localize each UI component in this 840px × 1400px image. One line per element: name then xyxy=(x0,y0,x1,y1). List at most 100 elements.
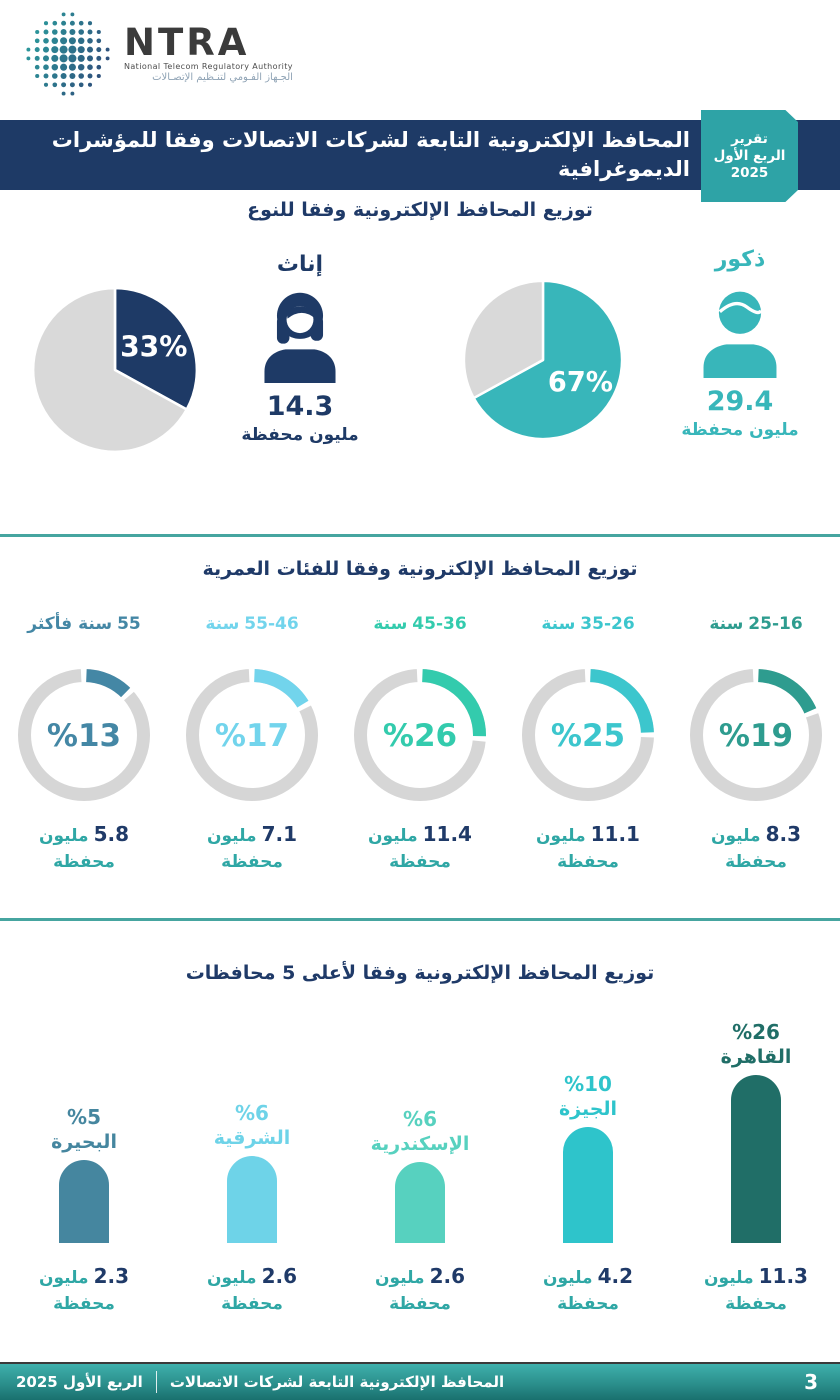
svg-text:%26: %26 xyxy=(383,718,457,754)
governorate-column: %10 الجيزة 4.2 مليون محفظة xyxy=(504,1008,672,1317)
governorate-name-label: الشرقية xyxy=(213,1127,291,1149)
svg-text:67%: 67% xyxy=(548,367,613,398)
male-label: ذكور xyxy=(714,247,766,272)
quarter-badge: تقرير الربع الأول 2025 xyxy=(701,110,798,202)
governorate-bar xyxy=(395,1162,446,1243)
value-block: 5.8 مليون محفظة xyxy=(39,822,129,875)
report-title-bar xyxy=(0,120,840,190)
female-pie-chart: 33% xyxy=(28,283,202,457)
governorate-column: %6 الشرقية 2.6 مليون محفظة xyxy=(168,1008,336,1317)
governorate-column: %6 الإسكندرية 2.6 مليون محفظة xyxy=(336,1008,504,1317)
male-value: 29.4 xyxy=(706,386,774,417)
governorate-bar xyxy=(563,1127,614,1243)
value-unit-wallet: محفظة xyxy=(53,1294,115,1314)
badge-line1: تقرير xyxy=(731,130,768,147)
value-block: 2.6 مليون محفظة xyxy=(207,1264,297,1317)
badge-line2: الربع الأول xyxy=(713,147,786,164)
value-number: 11.1 xyxy=(590,822,640,846)
section-title-gender: توزيع المحافظ الإلكترونية وفقا للنوع xyxy=(247,199,593,221)
footer-divider xyxy=(155,1371,157,1393)
value-unit-wallet: محفظة xyxy=(389,852,451,872)
value-block: 2.6 مليون محفظة xyxy=(375,1264,465,1317)
logo-tagline-ar: الجـهاز الڧـومي لتنـظيم الإتصـالات xyxy=(152,72,293,83)
footer-quarter: الربع الأول 2025 xyxy=(16,1373,143,1391)
logo-tagline-en: National Telecom Regulatory Authority xyxy=(124,62,293,71)
value-number: 11.3 xyxy=(758,1264,808,1288)
age-group-column: 55 سنة فأكثر %13 5.8 مليون محفظة xyxy=(0,614,168,875)
value-block: 4.2 مليون محفظة xyxy=(543,1264,633,1317)
value-unit-wallet: محفظة xyxy=(557,1294,619,1314)
governorate-pct-label: %10 xyxy=(564,1072,612,1096)
section-title-age: توزيع المحافظ الإلكترونية وفقا للفئات ال… xyxy=(202,558,638,580)
governorate-bar-row: %26 القاهرة 11.3 مليون محفظة %10 الجيزة 4.2 مليو… xyxy=(0,1008,840,1317)
value-block: 2.3 مليون محفظة xyxy=(39,1264,129,1317)
value-unit-wallet: محفظة xyxy=(221,852,283,872)
age-group-column: 55-46 سنة %17 7.1 مليون محفظة xyxy=(168,614,336,875)
value-unit-million: مليون xyxy=(711,826,761,846)
female-icon xyxy=(264,292,336,383)
age-group-label: 55-46 سنة xyxy=(205,614,299,634)
page-footer: الربع الأول 2025 المحافظ الإلكترونية الت… xyxy=(0,1362,840,1400)
governorate-pct-label: %6 xyxy=(235,1101,269,1125)
age-group-column: 25-16 سنة %19 8.3 مليون محفظة xyxy=(672,614,840,875)
male-unit: مليون محفظة xyxy=(681,420,799,440)
value-unit-million: مليون xyxy=(704,1268,754,1288)
ntra-logo: NTRA National Telecom Regulatory Authori… xyxy=(24,10,293,98)
value-unit-million: مليون xyxy=(543,1268,593,1288)
age-donut-chart: %26 xyxy=(353,668,487,802)
report-title: المحافظ الإلكترونية التابعة لشركات الاتص… xyxy=(10,120,690,190)
governorate-name-label: الجيزة xyxy=(558,1098,618,1120)
age-group-column: 35-26 سنة %25 11.1 مليون محفظة xyxy=(504,614,672,875)
section-divider-2 xyxy=(0,918,840,921)
value-number: 2.6 xyxy=(429,1264,466,1288)
svg-text:33%: 33% xyxy=(120,330,187,363)
footer-text-group: الربع الأول 2025 المحافظ الإلكترونية الت… xyxy=(16,1364,504,1400)
value-unit-wallet: محفظة xyxy=(725,1294,787,1314)
value-unit-million: مليون xyxy=(536,826,586,846)
svg-text:%13: %13 xyxy=(47,718,121,754)
value-number: 4.2 xyxy=(597,1264,634,1288)
governorate-pct-label: %26 xyxy=(732,1020,780,1044)
value-unit-million: مليون xyxy=(207,826,257,846)
age-donut-chart: %19 xyxy=(689,668,823,802)
male-icon xyxy=(703,291,777,378)
value-unit-million: مليون xyxy=(368,826,418,846)
governorate-column: %26 القاهرة 11.3 مليون محفظة xyxy=(672,1008,840,1317)
value-number: 7.1 xyxy=(261,822,298,846)
value-number: 2.3 xyxy=(93,1264,130,1288)
value-block: 7.1 مليون محفظة xyxy=(207,822,297,875)
footer-title: المحافظ الإلكترونية التابعة لشركات الاتص… xyxy=(169,1373,505,1391)
section-divider-1 xyxy=(0,534,840,537)
age-group-label: 45-36 سنة xyxy=(373,614,467,634)
value-unit-million: مليون xyxy=(39,826,89,846)
age-group-label: 35-26 سنة xyxy=(541,614,635,634)
value-unit-wallet: محفظة xyxy=(557,852,619,872)
value-unit-wallet: محفظة xyxy=(221,1294,283,1314)
governorate-pct-label: %6 xyxy=(403,1107,437,1131)
badge-line3: 2025 xyxy=(730,164,769,181)
value-block: 11.1 مليون محفظة xyxy=(536,822,640,875)
age-donut-chart: %25 xyxy=(521,668,655,802)
female-unit: مليون محفظة xyxy=(241,425,359,445)
male-pie-chart: 67% xyxy=(459,276,627,444)
governorate-bar xyxy=(227,1156,277,1243)
governorate-name-label: الإسكندرية xyxy=(370,1133,470,1155)
section-title-governorates: توزيع المحافظ الإلكترونية وفقا لأعلى 5 م… xyxy=(185,962,655,984)
female-value: 14.3 xyxy=(266,391,334,422)
value-unit-million: مليون xyxy=(207,1268,257,1288)
report-title-line1: المحافظ الإلكترونية التابعة لشركات الاتص… xyxy=(51,128,690,152)
value-unit-million: مليون xyxy=(39,1268,89,1288)
value-number: 5.8 xyxy=(93,822,130,846)
logo-brand: NTRA xyxy=(124,21,250,64)
value-number: 11.4 xyxy=(422,822,472,846)
value-block: 11.3 مليون محفظة xyxy=(704,1264,808,1317)
governorate-pct-label: %5 xyxy=(67,1105,101,1129)
footer-page-number: 3 xyxy=(804,1370,818,1394)
female-label: إناث xyxy=(276,252,324,277)
value-block: 8.3 مليون محفظة xyxy=(711,822,801,875)
age-group-column: 45-36 سنة %26 11.4 مليون محفظة xyxy=(336,614,504,875)
age-donut-chart: %13 xyxy=(17,668,151,802)
male-summary: ذكور 29.4 مليون محفظة xyxy=(665,247,815,440)
female-summary: إناث 14.3 مليون محفظة xyxy=(225,252,375,445)
